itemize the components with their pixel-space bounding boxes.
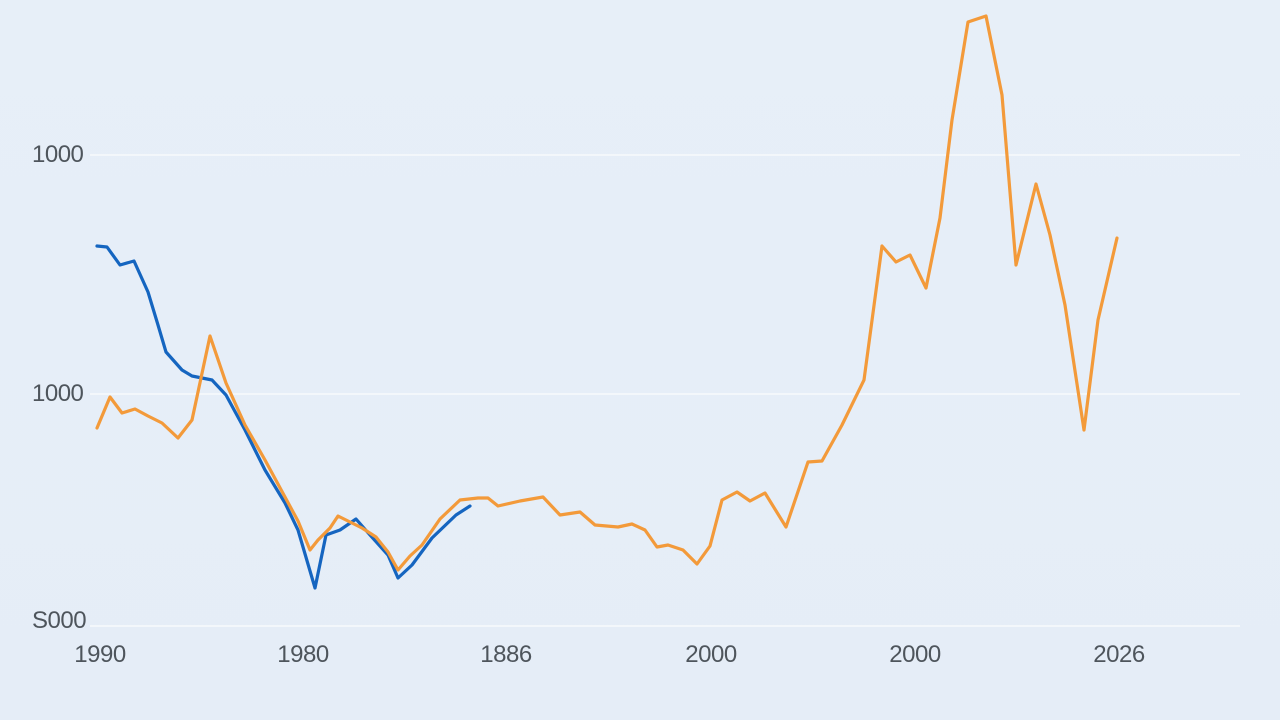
y-tick-label: 1000 [32,141,84,168]
x-tick-label: 1980 [277,641,329,668]
x-tick-label: 2000 [889,641,941,668]
x-tick-label: 2000 [685,641,737,668]
y-tick-label: 1000 [32,380,84,407]
x-tick-label: 1990 [74,641,126,668]
y-tick-label: S000 [32,607,87,634]
series-group [95,14,1119,590]
orange-series-line [95,14,1119,572]
gridlines [90,154,1240,627]
blue-series-line [95,244,472,590]
x-tick-label: 2026 [1093,641,1145,668]
x-tick-label: 1886 [480,641,532,668]
